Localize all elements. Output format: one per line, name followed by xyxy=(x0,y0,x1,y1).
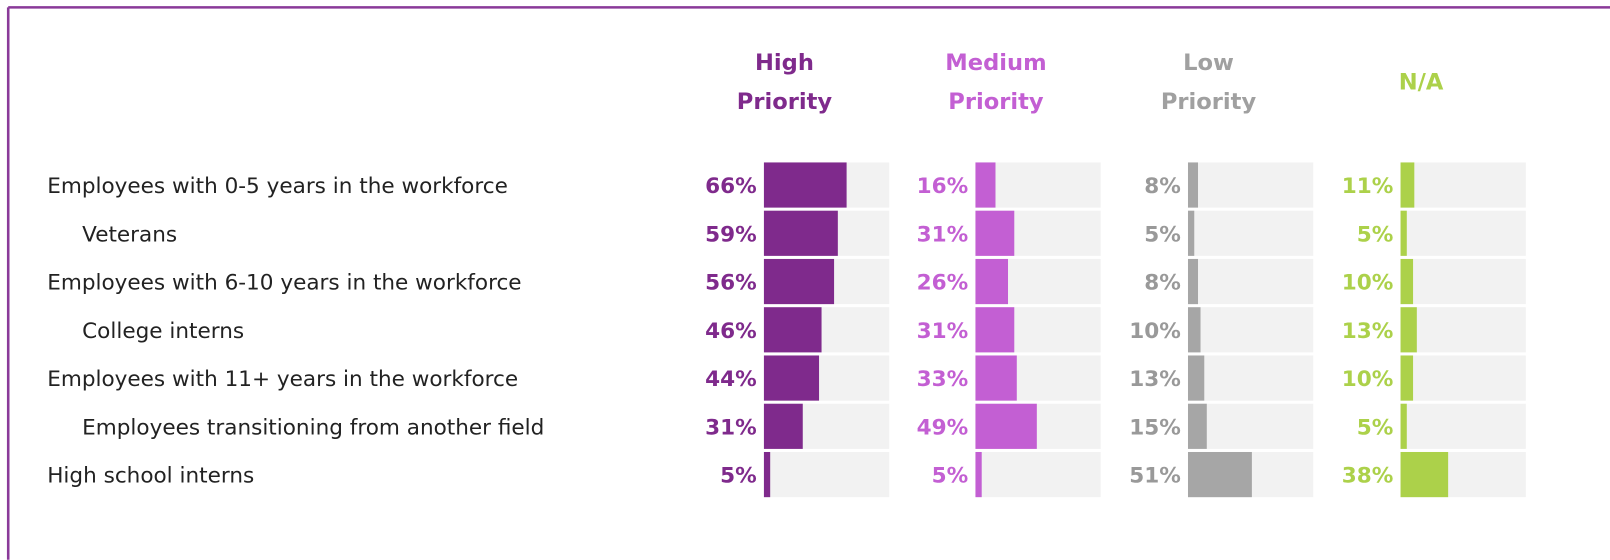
bar xyxy=(1400,210,1407,256)
value-label: 10% xyxy=(1342,367,1394,392)
value-label: 8% xyxy=(1144,271,1181,296)
bar xyxy=(1187,403,1207,449)
value-label: 33% xyxy=(917,367,969,392)
bar xyxy=(1187,307,1201,353)
bar xyxy=(1400,403,1407,449)
value-label: 5% xyxy=(1144,222,1181,247)
bar-track xyxy=(1187,403,1314,449)
value-label: 49% xyxy=(917,415,969,440)
column-header: Low Priority xyxy=(1160,50,1257,116)
bar-track xyxy=(1187,355,1314,401)
value-label: 5% xyxy=(720,464,757,489)
column-header-box: Medium Priority xyxy=(945,50,1047,116)
bar xyxy=(1400,355,1414,401)
bar xyxy=(1400,307,1417,353)
value-label: 8% xyxy=(1144,174,1181,199)
bar-track xyxy=(1187,210,1314,256)
bar-track xyxy=(1400,210,1526,256)
bar xyxy=(1400,162,1415,208)
bar-track xyxy=(1400,258,1526,305)
bar xyxy=(763,355,820,401)
value-label: 51% xyxy=(1129,464,1181,489)
bar xyxy=(763,403,803,449)
bar-track xyxy=(1400,403,1526,449)
bar xyxy=(763,162,847,208)
bar xyxy=(975,210,1015,256)
bar xyxy=(1400,451,1449,498)
bar-track xyxy=(1400,307,1526,353)
category-label: Employees with 6-10 years in the workfor… xyxy=(47,271,521,296)
bar xyxy=(763,210,838,256)
bar-track xyxy=(763,451,890,498)
bar xyxy=(975,451,982,498)
bar xyxy=(763,451,771,498)
category-label: College interns xyxy=(82,319,244,344)
value-label: 26% xyxy=(917,271,969,296)
bar xyxy=(975,355,1017,401)
category-label: Employees transitioning from another fie… xyxy=(82,415,544,440)
value-label: 38% xyxy=(1342,464,1394,489)
value-label: 59% xyxy=(705,222,757,247)
value-label: 66% xyxy=(705,174,757,199)
bar-track xyxy=(1187,307,1314,353)
category-label: Veterans xyxy=(82,222,177,247)
bar-track xyxy=(1400,162,1526,208)
bar xyxy=(1187,355,1205,401)
column-header: Medium Priority xyxy=(945,50,1047,116)
bar-track xyxy=(1400,355,1526,401)
value-label: 31% xyxy=(917,319,969,344)
value-label: 44% xyxy=(705,367,757,392)
bar xyxy=(975,307,1015,353)
bar-track xyxy=(975,162,1101,208)
value-label: 10% xyxy=(1129,319,1181,344)
value-label: 15% xyxy=(1129,415,1181,440)
bar xyxy=(975,258,1009,305)
value-label: 31% xyxy=(705,415,757,440)
column-header-box: High Priority xyxy=(736,50,833,116)
category-label: Employees with 0-5 years in the workforc… xyxy=(47,174,508,199)
value-label: 5% xyxy=(932,464,969,489)
category-label: High school interns xyxy=(47,464,254,489)
bar xyxy=(763,258,835,305)
value-label: 13% xyxy=(1342,319,1394,344)
column-header-box: N/A xyxy=(1398,70,1444,96)
bar xyxy=(763,307,822,353)
bar-track xyxy=(975,451,1101,498)
value-label: 56% xyxy=(705,271,757,296)
bar-track xyxy=(1187,258,1314,305)
bar xyxy=(975,162,996,208)
value-label: 10% xyxy=(1342,271,1394,296)
bar xyxy=(1187,258,1199,305)
bar xyxy=(1187,451,1252,498)
value-label: 5% xyxy=(1357,415,1394,440)
value-label: 5% xyxy=(1357,222,1394,247)
category-label: Employees with 11+ years in the workforc… xyxy=(47,367,518,392)
value-label: 46% xyxy=(705,319,757,344)
bar xyxy=(975,403,1037,449)
value-label: 16% xyxy=(917,174,969,199)
column-header-box: Low Priority xyxy=(1160,50,1257,116)
value-label: 31% xyxy=(917,222,969,247)
column-header: High Priority xyxy=(736,50,833,116)
bar xyxy=(1187,210,1195,256)
value-label: 13% xyxy=(1129,367,1181,392)
column-header: N/A xyxy=(1398,70,1444,96)
bar xyxy=(1187,162,1199,208)
value-label: 11% xyxy=(1342,174,1394,199)
bar-track xyxy=(1187,162,1314,208)
bar xyxy=(1400,258,1414,305)
